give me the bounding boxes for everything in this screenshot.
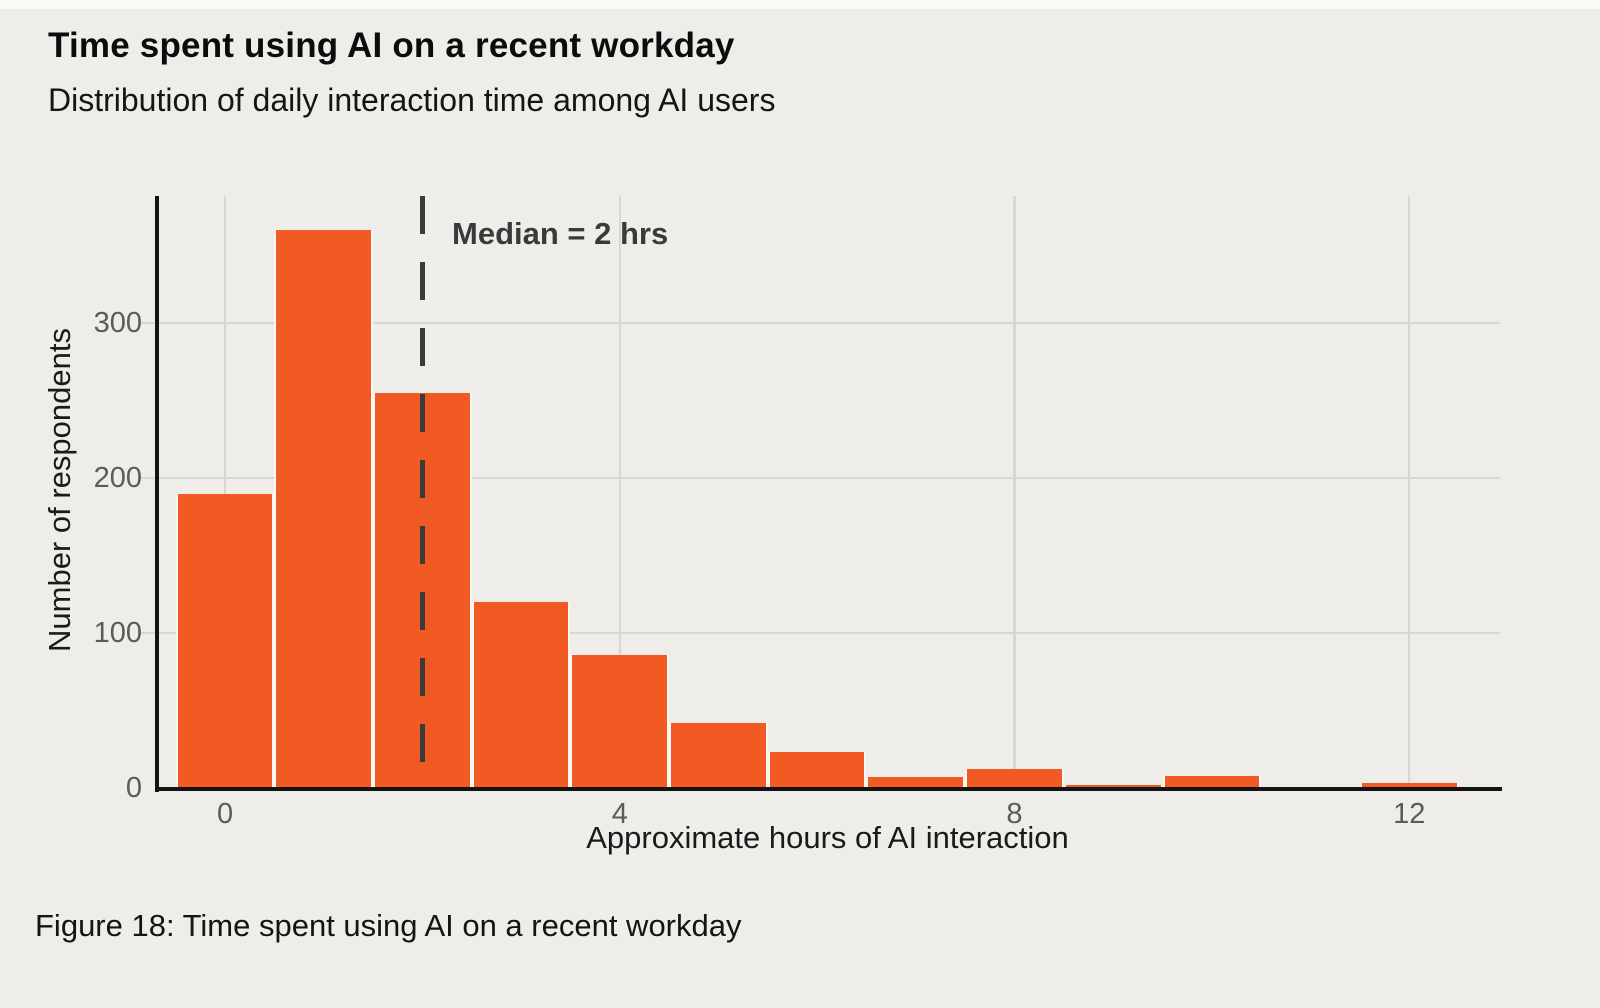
y-tick-label-100: 100 xyxy=(93,617,142,650)
x-tick-label-12: 12 xyxy=(1393,798,1426,830)
y-gridline-300 xyxy=(141,321,1500,325)
median-annotation-label: Median = 2 hrs xyxy=(452,216,669,251)
top-edge-strip xyxy=(0,0,1600,9)
x-tick-label-4: 4 xyxy=(611,798,628,830)
bar-8h xyxy=(965,769,1064,790)
y-axis-line xyxy=(155,196,159,792)
x-gridline-4 xyxy=(618,196,622,788)
y-gridline-200 xyxy=(141,476,1500,480)
y-tick-label-300: 300 xyxy=(93,307,142,340)
y-tick-label-0: 0 xyxy=(125,772,142,804)
x-gridline-8 xyxy=(1013,196,1016,788)
x-axis-line xyxy=(155,786,1502,791)
median-line xyxy=(419,196,425,788)
bar-4h xyxy=(570,654,670,790)
x-tick-label-8: 8 xyxy=(1006,798,1023,830)
y-gridline-100 xyxy=(141,631,1500,635)
y-tick-label-200: 200 xyxy=(93,462,142,495)
chart-subtitle: Distribution of daily interaction time a… xyxy=(48,82,776,118)
bar-5h xyxy=(669,722,768,790)
x-gridline-0 xyxy=(223,196,227,788)
bar-3h xyxy=(471,602,571,790)
bar-0h xyxy=(175,493,275,790)
x-gridline-12 xyxy=(1407,196,1411,788)
x-tick-label-0: 0 xyxy=(216,798,234,830)
bar-10h xyxy=(1162,775,1262,790)
bar-1h xyxy=(274,230,374,790)
x-axis-title: Approximate hours of AI interaction xyxy=(586,820,1069,855)
bar-6h xyxy=(767,752,867,790)
figure-caption: Figure 18: Time spent using AI on a rece… xyxy=(35,908,742,943)
chart-title: Time spent using AI on a recent workday xyxy=(48,26,735,65)
